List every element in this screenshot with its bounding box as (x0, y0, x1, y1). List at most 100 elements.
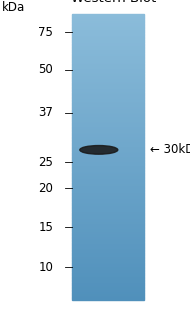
Bar (72, 64, 144, 65)
Bar (72, 158, 144, 160)
Bar (72, 85, 144, 87)
Bar (72, 198, 144, 200)
Bar (72, 240, 144, 241)
Bar (72, 131, 144, 133)
Bar (72, 238, 144, 240)
Bar (72, 248, 144, 250)
Bar (72, 228, 144, 230)
Bar (72, 140, 144, 141)
Bar (72, 45, 144, 47)
Bar (72, 65, 144, 67)
Bar (72, 287, 144, 288)
Bar (72, 47, 144, 48)
Bar (72, 125, 144, 127)
Bar (72, 217, 144, 218)
Bar (72, 57, 144, 58)
Bar (72, 121, 144, 122)
Bar (72, 44, 144, 45)
Bar (72, 128, 144, 130)
Bar (72, 294, 144, 295)
Bar (72, 251, 144, 252)
Bar (72, 271, 144, 273)
Text: 50: 50 (38, 63, 53, 76)
Bar (72, 115, 144, 117)
Bar (72, 214, 144, 215)
Bar (72, 230, 144, 231)
Bar (72, 293, 144, 294)
Bar (72, 138, 144, 140)
Bar (72, 288, 144, 290)
Bar (72, 42, 144, 44)
Bar (72, 267, 144, 268)
Bar (72, 227, 144, 228)
Bar (72, 97, 144, 98)
Bar (72, 25, 144, 27)
Bar (72, 98, 144, 99)
Bar (72, 80, 144, 81)
Bar (72, 257, 144, 258)
Ellipse shape (80, 146, 118, 154)
Bar (72, 203, 144, 204)
Bar (72, 193, 144, 194)
Bar (72, 291, 144, 293)
Bar (72, 127, 144, 128)
Bar (72, 62, 144, 64)
Bar (72, 235, 144, 237)
Bar (72, 151, 144, 153)
Bar (72, 200, 144, 201)
Bar (72, 210, 144, 211)
Bar (72, 153, 144, 154)
Bar (72, 268, 144, 270)
Bar (72, 24, 144, 25)
Bar (72, 256, 144, 257)
Bar (72, 23, 144, 24)
Bar (72, 117, 144, 118)
Bar (72, 215, 144, 217)
Bar (72, 135, 144, 137)
Bar (72, 68, 144, 70)
Bar (72, 264, 144, 265)
Bar (72, 163, 144, 164)
Bar (72, 108, 144, 110)
Bar (72, 38, 144, 40)
Bar (72, 168, 144, 170)
Bar (72, 244, 144, 245)
Bar (72, 298, 144, 300)
Bar (72, 31, 144, 32)
Bar (72, 18, 144, 20)
Bar (72, 161, 144, 163)
Bar (72, 181, 144, 183)
Bar (72, 107, 144, 108)
Bar (72, 177, 144, 178)
Bar (72, 105, 144, 107)
Bar (72, 92, 144, 94)
Bar (72, 111, 144, 112)
Bar (72, 245, 144, 247)
Bar (72, 233, 144, 234)
Bar (72, 35, 144, 37)
Bar (72, 124, 144, 125)
Bar (72, 70, 144, 71)
Bar (72, 171, 144, 172)
Bar (72, 184, 144, 185)
Bar (72, 84, 144, 85)
Bar (72, 172, 144, 174)
Bar (72, 91, 144, 92)
Bar (72, 191, 144, 193)
Bar (72, 231, 144, 233)
Bar (72, 197, 144, 198)
Bar (72, 258, 144, 260)
Bar (72, 73, 144, 74)
Bar (72, 226, 144, 227)
Text: ← 30kDa: ← 30kDa (150, 143, 190, 156)
Bar (72, 146, 144, 147)
Bar (72, 130, 144, 131)
Bar (72, 284, 144, 286)
Bar (72, 17, 144, 18)
Bar (72, 87, 144, 88)
Bar (72, 55, 144, 57)
Bar (72, 48, 144, 50)
Bar (72, 37, 144, 38)
Bar (72, 243, 144, 244)
Bar (72, 252, 144, 254)
